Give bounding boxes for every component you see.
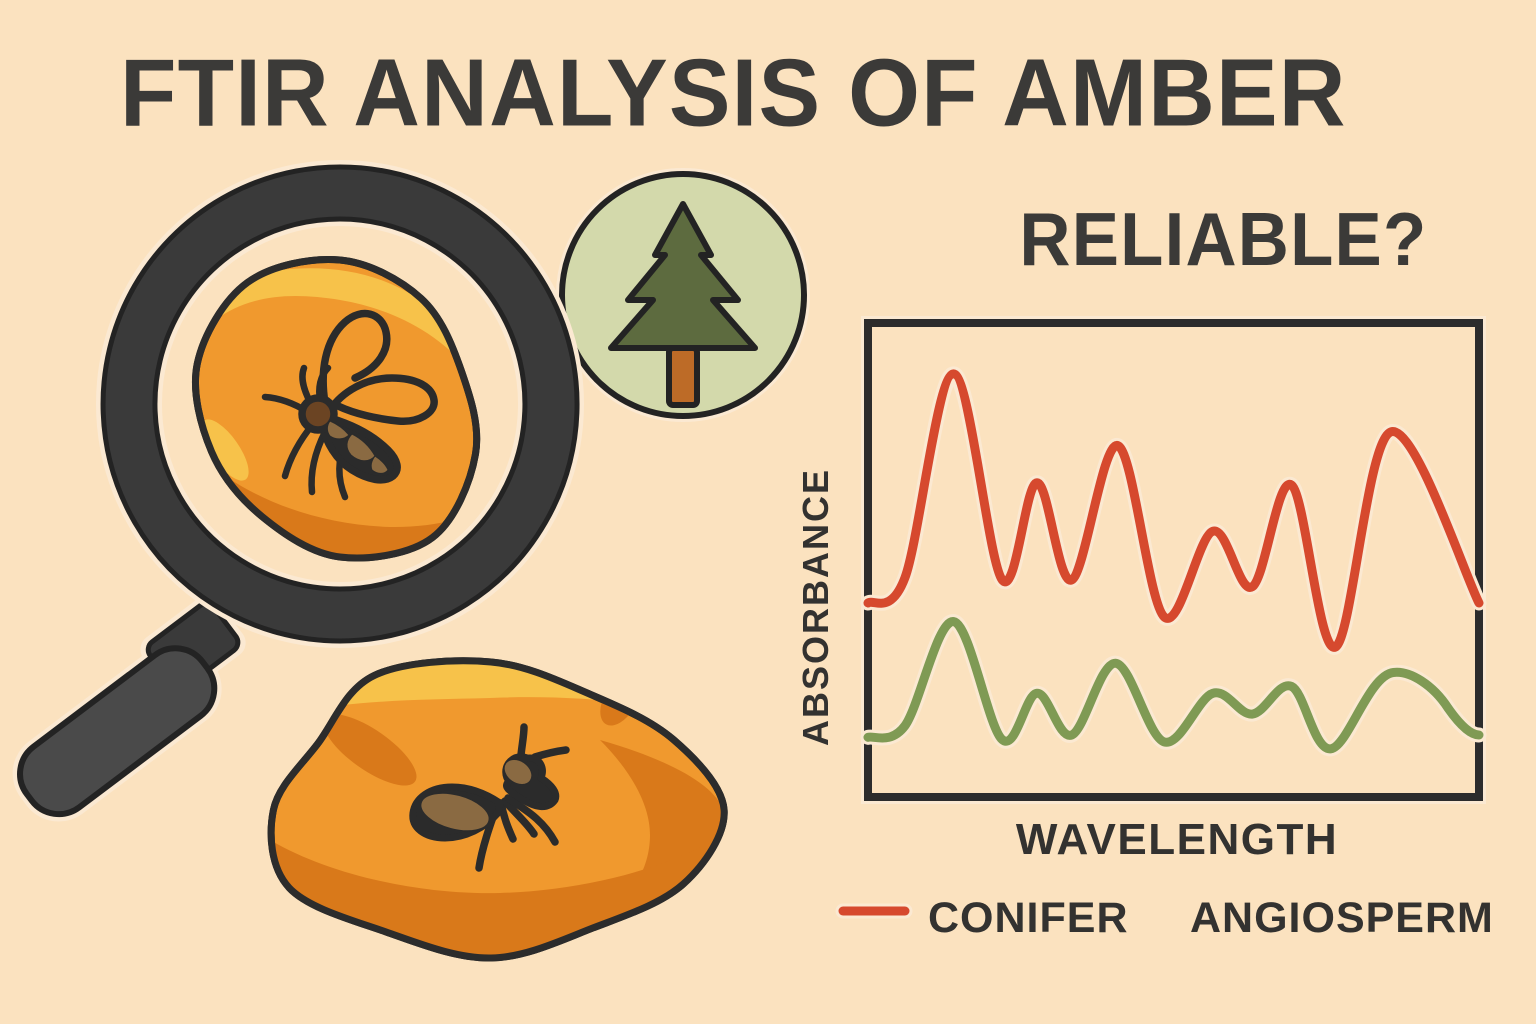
svg-text:ANGIOSPERM: ANGIOSPERM [1190,894,1494,942]
svg-text:ABSORBANCE: ABSORBANCE [795,468,836,746]
svg-text:CONIFER: CONIFER [928,894,1129,942]
svg-text:WAVELENGTH: WAVELENGTH [1016,815,1338,864]
